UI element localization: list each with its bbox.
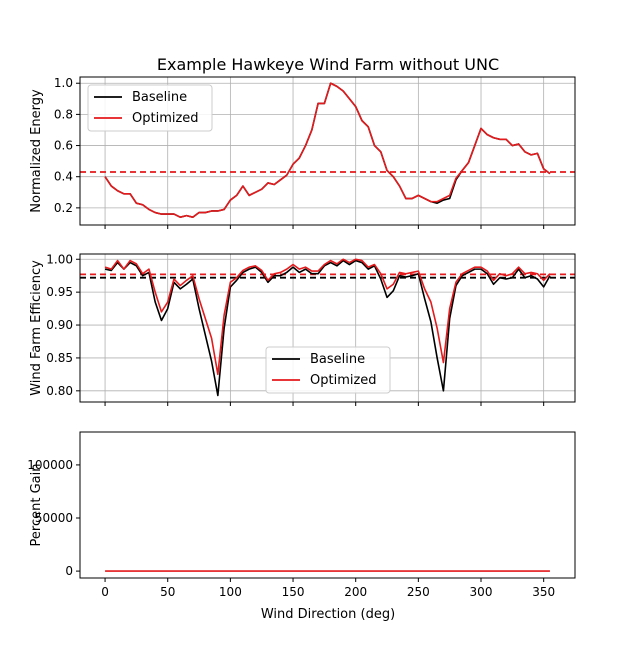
- x-axis-label: Wind Direction (deg): [261, 607, 395, 622]
- plot-frame: [79, 76, 576, 226]
- series-line-optimized: [104, 258, 551, 376]
- legend-label: Baseline: [132, 90, 187, 105]
- y-axis-label: Wind Farm Efficiency: [29, 260, 44, 396]
- x-tick-label: 350: [532, 585, 555, 599]
- y-tick-label: 0.90: [46, 318, 73, 332]
- y-tick-label: 100000: [27, 458, 73, 472]
- y-tick-label: 0.95: [46, 285, 73, 299]
- y-tick-label: 0.4: [54, 170, 73, 184]
- y-tick-label: 0.8: [54, 107, 73, 121]
- legend-label: Optimized: [132, 111, 199, 126]
- y-tick-label: 0.85: [46, 351, 73, 365]
- x-tick-label: 250: [407, 585, 430, 599]
- x-tick-label: 50: [160, 585, 175, 599]
- y-tick-label: 1.00: [46, 252, 73, 266]
- y-tick-label: 0: [65, 564, 73, 578]
- chart-title: Example Hawkeye Wind Farm without UNC: [157, 55, 499, 74]
- x-tick-label: 0: [101, 585, 109, 599]
- x-tick-label: 300: [470, 585, 493, 599]
- x-tick-label: 100: [219, 585, 242, 599]
- y-tick-label: 50000: [35, 511, 73, 525]
- plot-frame: [79, 253, 576, 403]
- y-tick-label: 1.0: [54, 76, 73, 90]
- plot-frame: [79, 431, 576, 579]
- y-axis-label: Percent Gain: [29, 464, 44, 547]
- x-tick-label: 200: [344, 585, 367, 599]
- series-line-optimized: [104, 82, 551, 219]
- y-axis-label: Normalized Energy: [29, 89, 44, 213]
- x-tick-label: 150: [282, 585, 305, 599]
- y-tick-label: 0.80: [46, 384, 73, 398]
- y-tick-label: 0.2: [54, 201, 73, 215]
- y-tick-label: 0.6: [54, 139, 73, 153]
- legend-label: Baseline: [310, 352, 365, 367]
- legend-label: Optimized: [310, 373, 377, 388]
- series-line-baseline: [104, 259, 551, 397]
